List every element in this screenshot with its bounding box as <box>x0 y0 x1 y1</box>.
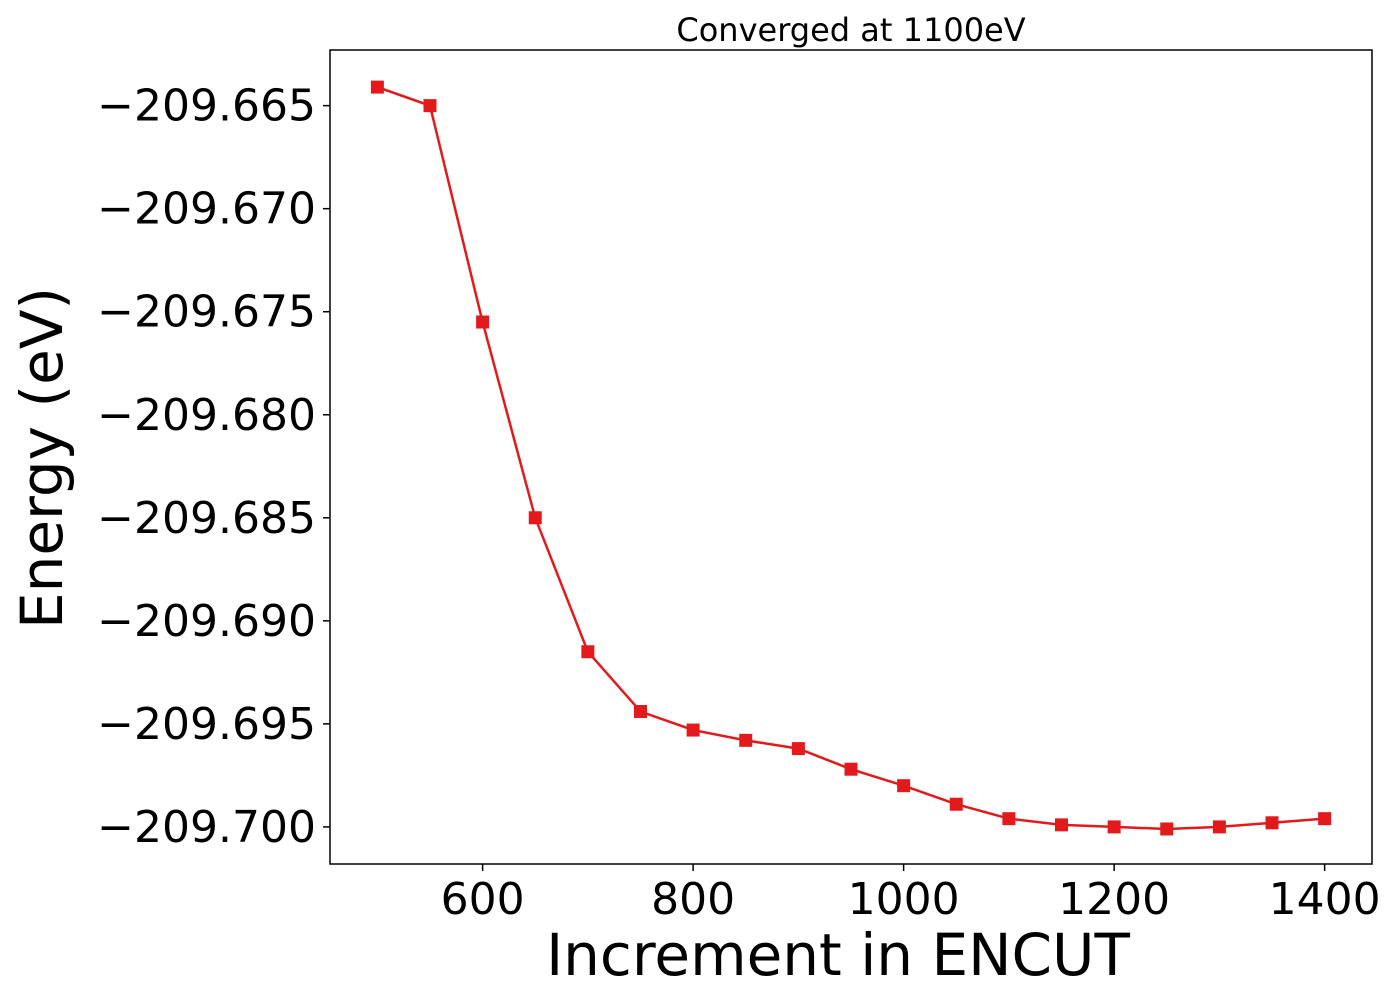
plot-frame <box>329 49 1373 865</box>
data-point <box>1265 816 1279 830</box>
plot-area <box>370 80 1332 836</box>
x-tick-label: 800 <box>651 874 735 925</box>
y-tick-label: −209.670 <box>97 184 316 235</box>
x-tick-label: 600 <box>441 874 525 925</box>
y-tick-label: −209.690 <box>97 596 316 647</box>
x-axis: 600 800 1000 1200 1400 <box>441 864 1381 925</box>
data-point <box>791 742 805 756</box>
y-tick-label: −209.665 <box>97 81 316 132</box>
data-point <box>1212 820 1226 834</box>
data-point <box>476 315 490 329</box>
data-point <box>423 99 437 113</box>
y-tick-label: −209.675 <box>97 287 316 338</box>
x-axis-label: Increment in ENCUT <box>546 921 1130 989</box>
data-point <box>633 705 647 719</box>
data-point <box>1002 812 1016 826</box>
y-tick-label: −209.680 <box>97 390 316 441</box>
x-tick-label: 1000 <box>848 874 960 925</box>
data-point <box>581 645 595 659</box>
x-tick-label: 1200 <box>1058 874 1170 925</box>
y-axis: −209.665 −209.670 −209.675 −209.680 −209.685… <box>97 81 330 853</box>
data-point <box>844 762 858 776</box>
y-axis-label: Energy (eV) <box>8 287 76 629</box>
data-point <box>370 80 384 94</box>
data-point <box>1107 820 1121 834</box>
series-line <box>376 85 1325 831</box>
y-tick-label: −209.685 <box>97 493 316 544</box>
x-tick-label: 1400 <box>1269 874 1381 925</box>
data-point <box>1318 812 1332 826</box>
data-point <box>949 797 963 811</box>
data-point <box>528 511 542 525</box>
data-point <box>686 723 700 737</box>
data-point <box>1055 818 1069 832</box>
y-tick-label: −209.695 <box>97 699 316 750</box>
chart-title: Converged at 1100eV <box>676 11 1025 49</box>
data-point <box>739 733 753 747</box>
data-point <box>897 779 911 793</box>
y-tick-label: −209.700 <box>97 802 316 853</box>
data-point <box>1160 822 1174 836</box>
